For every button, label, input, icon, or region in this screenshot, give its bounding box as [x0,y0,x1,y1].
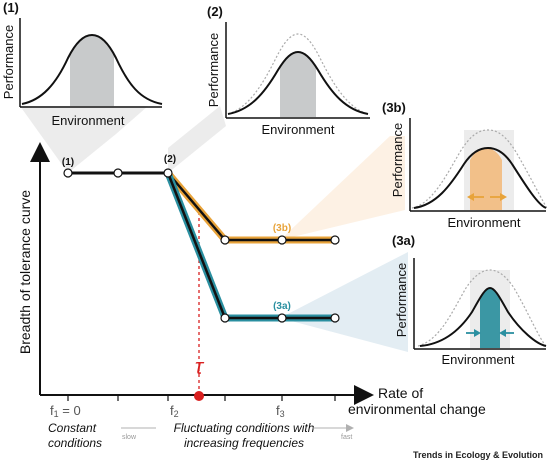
inset2-x-label: Environment [262,122,335,137]
tick-f3: f3 [276,403,285,419]
tau-marker [194,391,204,401]
inset3a-x-label: Environment [442,352,515,367]
cone-2 [168,106,226,173]
cone-1 [20,106,148,173]
inset1-y-label: Performance [1,25,16,99]
inset3a-fill [480,288,500,348]
point-label-2: (2) [164,154,176,165]
path-nodes [63,168,340,323]
inset-panel-3a: (3a) Performance Environment [392,233,547,367]
fast-label: fast [341,434,352,441]
x-ticks [67,395,336,401]
journal-credit: Trends in Ecology & Evolution [413,450,543,460]
path-3a-halo [164,171,335,322]
inset3b-fill [470,148,502,210]
cone-3a [280,252,408,352]
point-label-3a: (3a) [273,301,291,312]
point-label-3b: (3b) [273,223,291,234]
inset2-fill [280,52,316,117]
inset1-curve [21,33,163,105]
inset-panel-3b: (3b) Performance Environment [382,100,547,230]
inset-panel-1: (1) Performance Environment [1,0,163,128]
constant-conditions-line2: conditions [48,436,102,450]
inset3a-label: (3a) [392,233,415,248]
slow-label: slow [122,434,137,441]
y-axis-label: Breadth of tolerance curve [17,190,33,354]
tick-f2: f2 [170,403,179,419]
inset2-curve [227,50,369,115]
inset1-fill [70,36,114,106]
inset3b-y-label: Performance [390,123,405,197]
x-axis-label-line2: environmental change [348,401,486,417]
inset2-label: (2) [207,4,223,19]
tau-label: τ [195,354,205,379]
inset3a-reference-curve [417,269,547,347]
inset2-reference-curve [227,33,369,115]
constant-conditions-line1: Constant [48,421,97,435]
inset3b-reference-curve [411,129,547,209]
point-label-1: (1) [62,157,74,168]
inset2-y-label: Performance [206,33,221,107]
fluctuating-line2: increasing frequencies [184,436,304,450]
tick-f1: f1 = 0 [50,403,81,419]
inset-panel-2: (2) Performance Environment [206,4,370,137]
inset3b-x-label: Environment [448,215,521,230]
inset3b-label: (3b) [382,100,406,115]
x-axis-label-line1: Rate of [378,385,423,401]
inset1-label: (1) [3,0,19,15]
fluctuating-line1: Fluctuating conditions with [174,421,315,435]
inset3b-curve [413,146,547,209]
inset3a-curve [419,286,547,347]
cone-3b [280,136,405,240]
inset3a-y-label: Performance [394,263,409,337]
inset1-x-label: Environment [52,113,125,128]
